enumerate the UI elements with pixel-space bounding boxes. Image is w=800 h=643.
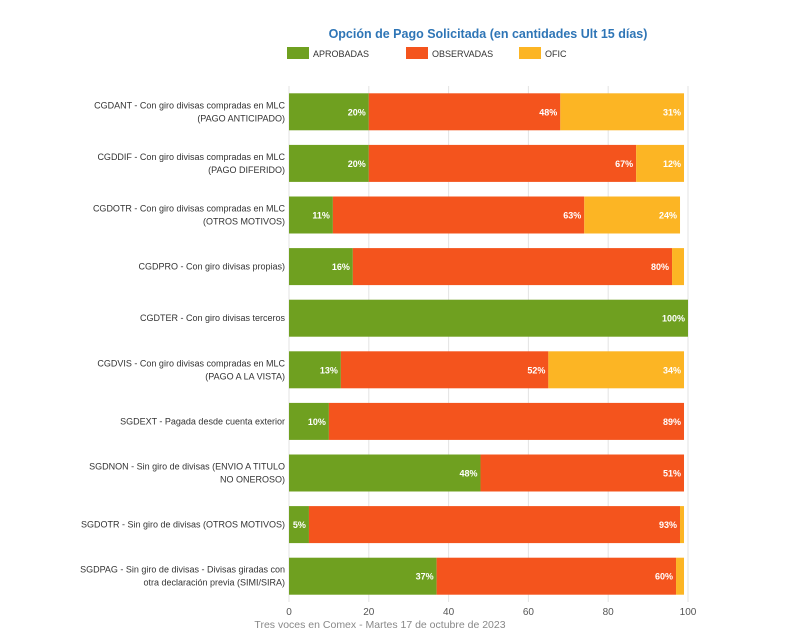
bar-segment-observadas	[480, 454, 685, 492]
legend-swatch-ofic	[519, 47, 541, 59]
bar-segment-aprobadas	[289, 557, 437, 595]
category-label: (OTROS MOTIVOS)	[203, 217, 285, 227]
x-axis-ticks: 0 20 40 60 80 100	[286, 607, 697, 618]
data-label: 63%	[563, 211, 581, 221]
legend-label-ofic: OFIC	[545, 49, 567, 59]
bar-segment-aprobadas	[289, 93, 369, 131]
chart-caption: Tres voces en Comex - Martes 17 de octub…	[254, 619, 505, 631]
bar-segment-observadas	[328, 402, 685, 440]
data-label: 89%	[663, 417, 681, 427]
category-label: CGDPRO - Con giro divisas propias)	[138, 262, 285, 272]
legend-label-observadas: OBSERVADAS	[432, 49, 493, 59]
bar-segment-aprobadas	[289, 196, 333, 234]
category-label: (PAGO DIFERIDO)	[208, 165, 285, 175]
legend-swatch-aprobadas	[287, 47, 309, 59]
category-label: CGDVIS - Con giro divisas compradas en M…	[97, 358, 285, 368]
bars: 20% 48% 31% 20% 67% 12% 11% 63% 24% 16% 80% 100% 13%…	[289, 93, 688, 595]
x-tick-label: 60	[523, 607, 535, 618]
data-label: 10%	[308, 417, 326, 427]
data-label: 31%	[663, 107, 681, 117]
data-label: 20%	[348, 159, 366, 169]
bar-segment-aprobadas	[289, 248, 353, 286]
category-label: CGDTER - Con giro divisas terceros	[140, 313, 286, 323]
data-label: 60%	[655, 572, 673, 582]
bar-segment-aprobadas	[289, 299, 688, 337]
data-label: 93%	[659, 520, 677, 530]
data-label: 80%	[651, 262, 669, 272]
data-label: 52%	[527, 365, 545, 375]
chart-title: Opción de Pago Solicitada (en cantidades…	[329, 27, 648, 41]
category-label: NO ONEROSO)	[220, 475, 285, 485]
category-label: CGDDIF - Con giro divisas compradas en M…	[97, 152, 285, 162]
category-label: CGDANT - Con giro divisas compradas en M…	[94, 100, 285, 110]
data-label: 13%	[320, 365, 338, 375]
bar-segment-ofic	[680, 506, 685, 544]
data-label: 37%	[416, 572, 434, 582]
bar-segment-observadas	[368, 144, 637, 182]
category-label: SGDOTR - Sin giro de divisas (OTROS MOTI…	[81, 520, 285, 530]
category-label: (PAGO A LA VISTA)	[205, 371, 285, 381]
legend-label-aprobadas: APROBADAS	[313, 49, 369, 59]
category-label: CGDOTR - Con giro divisas compradas en M…	[93, 204, 286, 214]
bar-segment-aprobadas	[289, 454, 481, 492]
data-label: 11%	[312, 211, 330, 221]
category-labels: CGDANT - Con giro divisas compradas en M…	[80, 100, 285, 587]
category-label: SGDPAG - Sin giro de divisas - Divisas g…	[80, 565, 285, 575]
bar-segment-ofic	[636, 144, 685, 182]
legend-swatch-observadas	[406, 47, 428, 59]
data-label: 34%	[663, 365, 681, 375]
bar-segment-observadas	[352, 248, 673, 286]
x-tick-label: 80	[603, 607, 615, 618]
x-tick-label: 20	[363, 607, 375, 618]
bar-segment-aprobadas	[289, 144, 369, 182]
x-tick-label: 0	[286, 607, 292, 618]
data-label: 48%	[460, 469, 478, 479]
data-label: 51%	[663, 469, 681, 479]
x-tick-label: 40	[443, 607, 455, 618]
bar-segment-observadas	[308, 506, 681, 544]
x-tick-label: 100	[680, 607, 697, 618]
bar-segment-ofic	[584, 196, 681, 234]
data-label: 20%	[348, 107, 366, 117]
bar-segment-ofic	[672, 248, 685, 286]
data-label: 16%	[332, 262, 350, 272]
bar-segment-aprobadas	[289, 402, 329, 440]
bar-segment-observadas	[332, 196, 585, 234]
bar-segment-observadas	[368, 93, 561, 131]
bar-segment-observadas	[340, 351, 549, 389]
bar-segment-ofic	[560, 93, 685, 131]
legend: APROBADAS OBSERVADAS OFIC	[287, 47, 567, 59]
bar-segment-aprobadas	[289, 351, 341, 389]
bar-segment-ofic	[676, 557, 685, 595]
data-label: 24%	[659, 211, 677, 221]
category-label: otra declaración previa (SIMI/SIRA)	[143, 578, 285, 588]
category-label: SGDNON - Sin giro de divisas (ENVIO A TI…	[89, 462, 285, 472]
data-label: 100%	[662, 314, 685, 324]
category-label: SGDEXT - Pagada desde cuenta exterior	[120, 416, 285, 426]
data-label: 12%	[663, 159, 681, 169]
bar-segment-ofic	[548, 351, 685, 389]
data-label: 48%	[539, 107, 557, 117]
bar-segment-observadas	[436, 557, 677, 595]
data-label: 5%	[293, 520, 306, 530]
data-label: 67%	[615, 159, 633, 169]
category-label: (PAGO ANTICIPADO)	[197, 113, 285, 123]
bar-segment-aprobadas	[289, 506, 309, 544]
